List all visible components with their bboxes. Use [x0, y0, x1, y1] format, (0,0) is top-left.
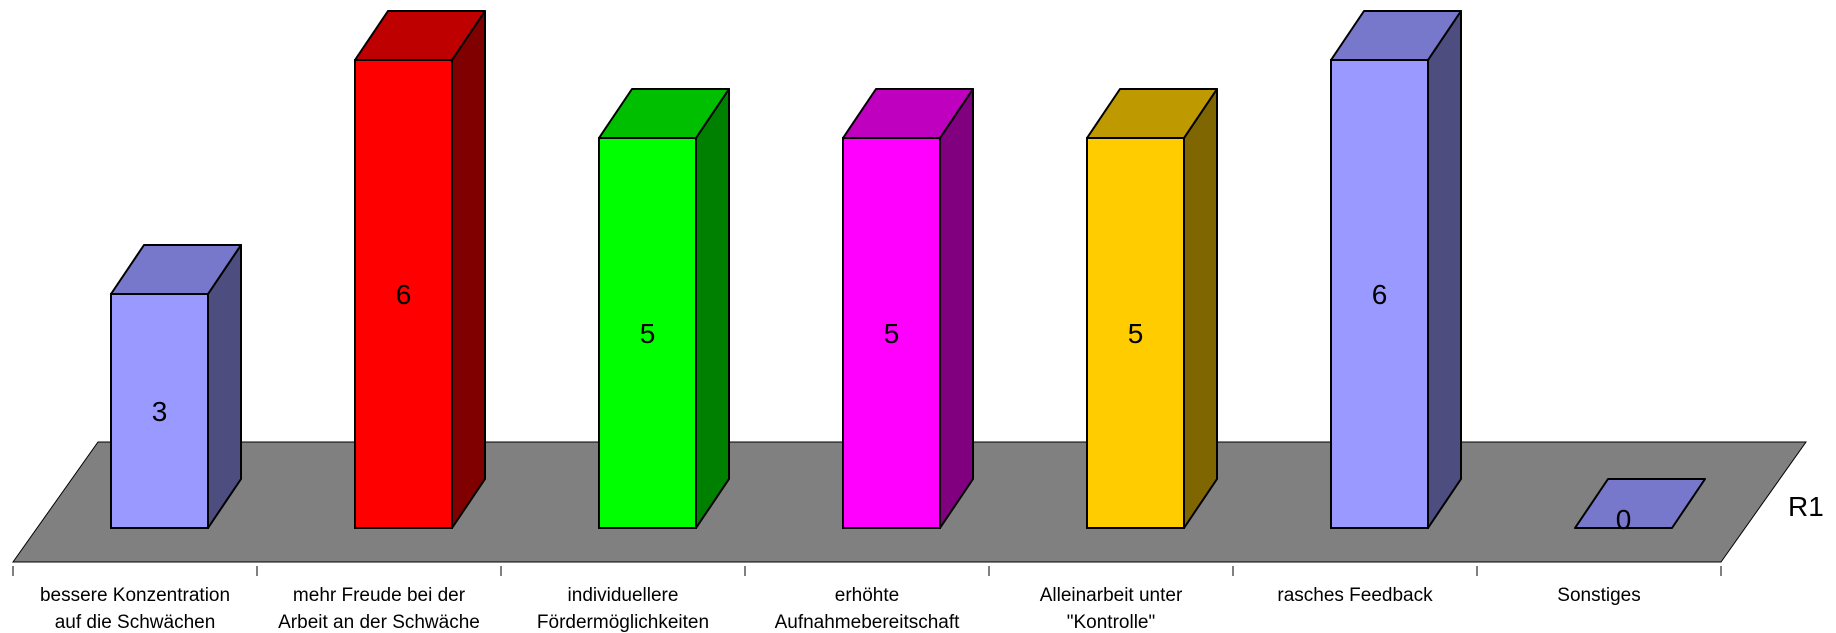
category-label: Sonstiges — [1557, 585, 1640, 606]
bar-5 — [1086, 88, 1218, 529]
bar-side — [1427, 10, 1462, 529]
bar-side — [939, 88, 974, 529]
bars-layer — [110, 10, 1706, 529]
bar-top — [1330, 10, 1462, 61]
data-label: 6 — [396, 279, 412, 310]
bar-front — [1330, 59, 1429, 529]
bar-3 — [598, 88, 730, 529]
data-label: 5 — [640, 318, 656, 349]
bar-top — [354, 10, 486, 61]
bar-2 — [354, 10, 486, 529]
category-label: rasches Feedback — [1277, 585, 1433, 606]
category-label: Alleinarbeit unter "Kontrolle" — [1040, 585, 1183, 633]
bar-front — [842, 137, 941, 529]
bar-1 — [110, 244, 242, 529]
bar-4 — [842, 88, 974, 529]
data-label: 6 — [1372, 279, 1388, 310]
bar-top — [110, 244, 242, 295]
data-labels-layer: 3 6 5 5 5 6 0 — [152, 279, 1632, 535]
category-axis — [12, 566, 1722, 576]
bar-front — [110, 293, 209, 529]
category-labels-layer: bessere Konzentration auf die Schwächen me… — [40, 585, 1641, 633]
category-label: mehr Freude bei der Arbeit an der Schwäch… — [278, 585, 480, 633]
bar-side — [1183, 88, 1218, 529]
bar-top — [598, 88, 730, 139]
category-label: individuellere Fördermöglichkeiten — [537, 585, 709, 633]
category-label: bessere Konzentration auf die Schwächen — [40, 585, 230, 633]
bar-front — [1086, 137, 1185, 529]
bar-side — [451, 10, 486, 529]
bar-top — [1086, 88, 1218, 139]
bar-7 — [1574, 478, 1706, 529]
series-label: R1 — [1788, 491, 1824, 522]
bar-top — [1574, 478, 1706, 529]
data-label: 5 — [884, 318, 900, 349]
data-label: 3 — [152, 396, 168, 427]
category-label: erhöhte Aufnahmebereitschaft — [775, 585, 961, 633]
bar-top — [842, 88, 974, 139]
bar-6 — [1330, 10, 1462, 529]
data-label: 5 — [1128, 318, 1144, 349]
data-label: 0 — [1616, 504, 1632, 535]
bar-side — [695, 88, 730, 529]
bar-front — [354, 59, 453, 529]
